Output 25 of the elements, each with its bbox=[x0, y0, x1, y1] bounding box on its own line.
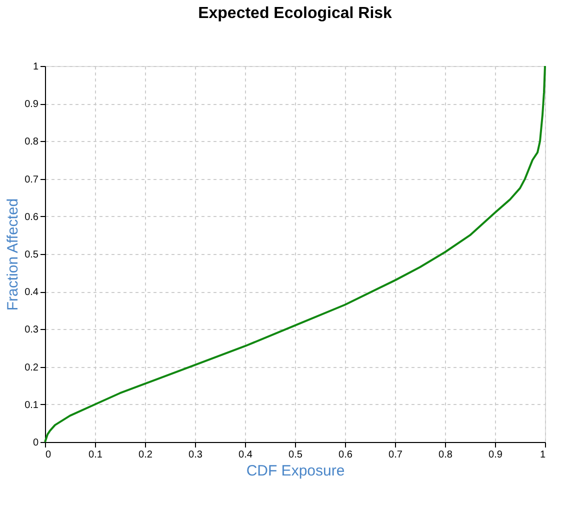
x-tick-label: 0.5 bbox=[288, 450, 303, 460]
y-tick-label: 0.9 bbox=[24, 99, 39, 110]
x-tick-label: 0.8 bbox=[438, 450, 453, 460]
x-tick-label: 0.1 bbox=[88, 450, 103, 460]
x-tick-label: 0.4 bbox=[238, 450, 253, 460]
x-tick-label: 0.2 bbox=[138, 450, 153, 460]
y-axis-title: Fraction Affected bbox=[4, 198, 22, 311]
y-tick-label: 0.3 bbox=[24, 324, 39, 336]
chart-title: Expected Ecological Risk bbox=[198, 5, 392, 22]
y-tick-label: 0.6 bbox=[24, 212, 39, 223]
x-tick-label: 0.9 bbox=[488, 450, 503, 460]
x-tick-label: 0 bbox=[46, 450, 52, 460]
y-tick-label: 0.8 bbox=[24, 136, 39, 148]
y-tick-label: 0.1 bbox=[24, 400, 39, 411]
x-tick-label: 0.7 bbox=[388, 450, 403, 460]
y-tick-label: 0.2 bbox=[24, 362, 39, 374]
y-tick-label: 1 bbox=[32, 62, 39, 72]
x-tick-label: 1 bbox=[540, 450, 546, 460]
y-tick-label: 0.4 bbox=[24, 287, 39, 298]
x-axis-title: CDF Exposure bbox=[246, 462, 345, 480]
y-tick-label: 0.5 bbox=[24, 250, 39, 260]
y-tick-label: 0 bbox=[32, 438, 39, 448]
x-tick-label: 0.6 bbox=[338, 450, 353, 460]
y-tick-label: 0.7 bbox=[24, 174, 39, 186]
x-tick-label: 0.3 bbox=[188, 450, 203, 460]
